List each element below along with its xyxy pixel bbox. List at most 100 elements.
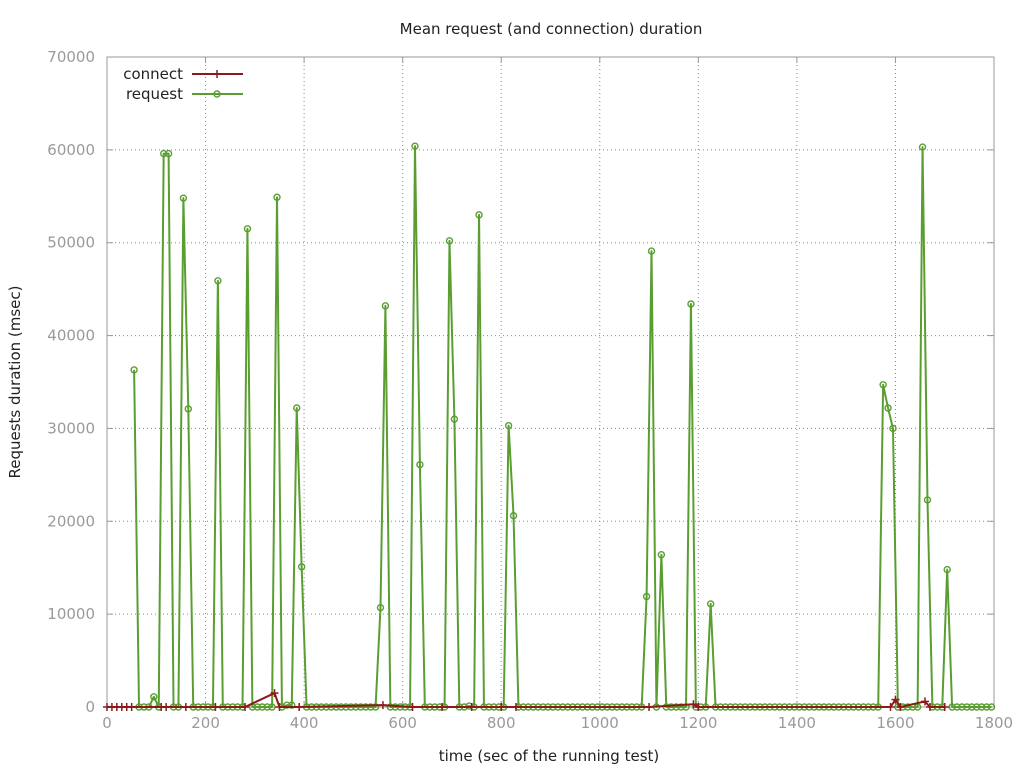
data-point-request	[150, 693, 158, 701]
data-point-request	[253, 703, 261, 711]
data-point-request	[953, 703, 961, 711]
data-point-connect	[408, 703, 417, 711]
data-point-request	[963, 703, 971, 711]
data-point-connect	[925, 703, 934, 711]
y-tick-label: 20000	[47, 512, 95, 530]
y-tick-label: 60000	[47, 141, 95, 159]
tick-layer: 0 200 400 600 800 1000 1200 1400 1600 1800 0 10000 2…	[47, 48, 1013, 732]
data-point-request	[263, 703, 271, 711]
x-tick-label: 1000	[581, 714, 619, 732]
x-tick-label: 1400	[778, 714, 816, 732]
data-point-request	[475, 211, 483, 219]
data-point-request	[362, 703, 370, 711]
data-point-request	[943, 565, 951, 574]
data-point-request	[977, 703, 986, 711]
data-point-request	[642, 592, 651, 601]
data-point-connect	[438, 703, 447, 711]
series-request	[130, 142, 996, 711]
data-point-request	[293, 404, 301, 412]
data-point-connect	[497, 703, 506, 711]
data-point-connect	[378, 701, 387, 710]
legend-label-connect: connect	[123, 65, 183, 83]
y-tick-label: 40000	[47, 327, 95, 345]
y-tick-label: 50000	[47, 234, 95, 252]
data-point-request	[268, 703, 276, 711]
data-point-request	[879, 381, 887, 389]
x-axis-label: time (sec of the running test)	[439, 747, 660, 765]
data-point-connect	[467, 703, 476, 711]
data-point-request	[179, 194, 188, 202]
data-point-connect	[940, 703, 949, 711]
data-point-request	[273, 193, 281, 201]
data-point-request	[371, 703, 380, 711]
data-point-request	[352, 703, 360, 711]
data-point-connect	[689, 700, 698, 709]
data-point-connect	[181, 703, 190, 711]
data-point-request	[982, 703, 991, 711]
data-point-request	[297, 563, 306, 571]
data-point-request	[366, 703, 375, 711]
data-point-request	[184, 405, 193, 413]
data-point-connect	[512, 703, 521, 711]
data-point-connect	[240, 703, 249, 711]
legend-marker-connect	[213, 70, 221, 78]
x-tick-label: 200	[191, 714, 220, 732]
data-point-request	[884, 404, 892, 412]
y-tick-label: 70000	[47, 48, 95, 66]
data-point-request	[258, 703, 266, 711]
series-layer	[103, 142, 996, 711]
data-point-request	[445, 237, 454, 245]
data-point-request	[948, 703, 956, 711]
data-point-request	[923, 496, 932, 504]
data-point-request	[889, 424, 897, 433]
x-tick-label: 0	[102, 714, 112, 732]
data-point-request	[706, 600, 715, 608]
data-point-connect	[886, 703, 895, 711]
data-point-request	[509, 512, 518, 520]
data-point-connect	[295, 703, 304, 711]
data-point-request	[504, 421, 513, 430]
data-point-request	[159, 149, 168, 158]
data-point-connect	[694, 703, 703, 711]
y-tick-label: 0	[85, 698, 95, 716]
data-point-connect	[896, 703, 905, 711]
data-point-request	[687, 300, 695, 308]
data-point-request	[450, 415, 459, 423]
data-point-connect	[921, 697, 930, 706]
x-tick-label: 1600	[876, 714, 914, 732]
data-point-request	[968, 703, 976, 711]
data-point-request	[411, 142, 419, 150]
data-point-connect	[275, 703, 284, 711]
data-point-request	[214, 277, 222, 285]
data-point-request	[243, 225, 252, 233]
x-tick-label: 800	[487, 714, 516, 732]
data-point-request	[357, 703, 365, 711]
plot-frame	[106, 56, 995, 708]
series-connect	[103, 689, 949, 711]
data-point-request	[657, 551, 666, 559]
series-line-request	[133, 145, 992, 708]
x-tick-label: 1200	[679, 714, 717, 732]
data-point-request	[918, 143, 927, 151]
data-point-request	[381, 302, 390, 310]
data-point-connect	[891, 695, 900, 704]
y-tick-label: 10000	[47, 605, 95, 623]
y-axis-label: Requests duration (msec)	[6, 285, 24, 478]
data-point-connect	[270, 689, 279, 698]
x-tick-label: 400	[290, 714, 319, 732]
data-point-connect	[162, 703, 171, 711]
legend: connect request	[123, 65, 243, 103]
data-point-request	[416, 460, 424, 469]
data-point-request	[647, 247, 656, 255]
data-point-request	[288, 701, 296, 709]
x-tick-label: 1800	[975, 714, 1013, 732]
legend-marker-request	[213, 90, 221, 98]
data-point-connect	[127, 703, 136, 711]
data-point-connect	[211, 703, 220, 711]
y-tick-label: 30000	[47, 419, 95, 437]
data-point-connect	[645, 703, 654, 711]
data-point-request	[386, 703, 395, 711]
data-point-request	[958, 703, 966, 711]
grid-layer	[107, 57, 994, 707]
